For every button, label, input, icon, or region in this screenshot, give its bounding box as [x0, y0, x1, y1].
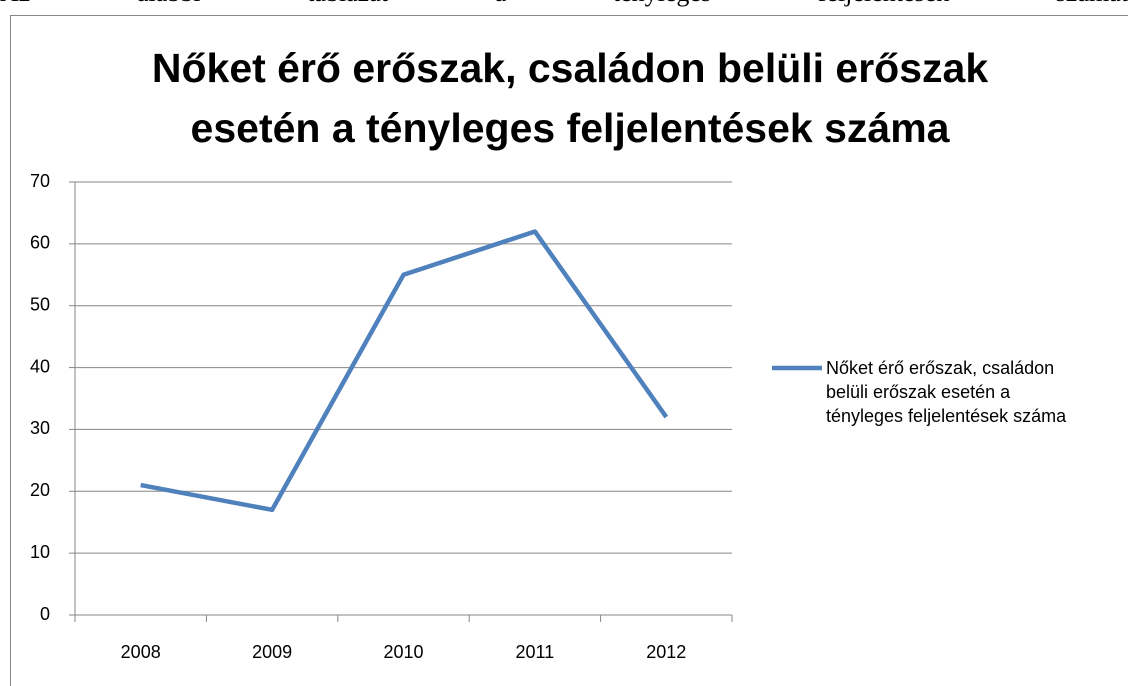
y-tick-label: 50 [30, 294, 50, 314]
document-text: Az alábbi táblázat a tényleges feljelent… [0, 0, 1128, 8]
y-tick-label: 40 [30, 356, 50, 376]
x-tick-label: 2009 [252, 642, 292, 662]
x-tick-label: 2012 [646, 642, 686, 662]
chart-frame [10, 15, 1128, 686]
chart-title: Nőket érő erőszak, családon belüli erősz… [151, 45, 989, 151]
y-tick-label: 10 [30, 542, 50, 562]
x-tick-label: 2011 [516, 642, 555, 662]
y-tick-label: 20 [30, 480, 50, 500]
x-tick-label: 2010 [383, 642, 423, 662]
y-tick-label: 0 [40, 604, 50, 624]
y-tick-label: 30 [30, 418, 50, 438]
data-line [140, 229, 669, 513]
y-tick-label: 70 [30, 171, 50, 191]
legend-label: Nőket érő erőszak, családon belüli erősz… [826, 358, 1067, 426]
y-tick-label: 60 [30, 233, 50, 253]
x-tick-label: 2008 [121, 642, 161, 662]
